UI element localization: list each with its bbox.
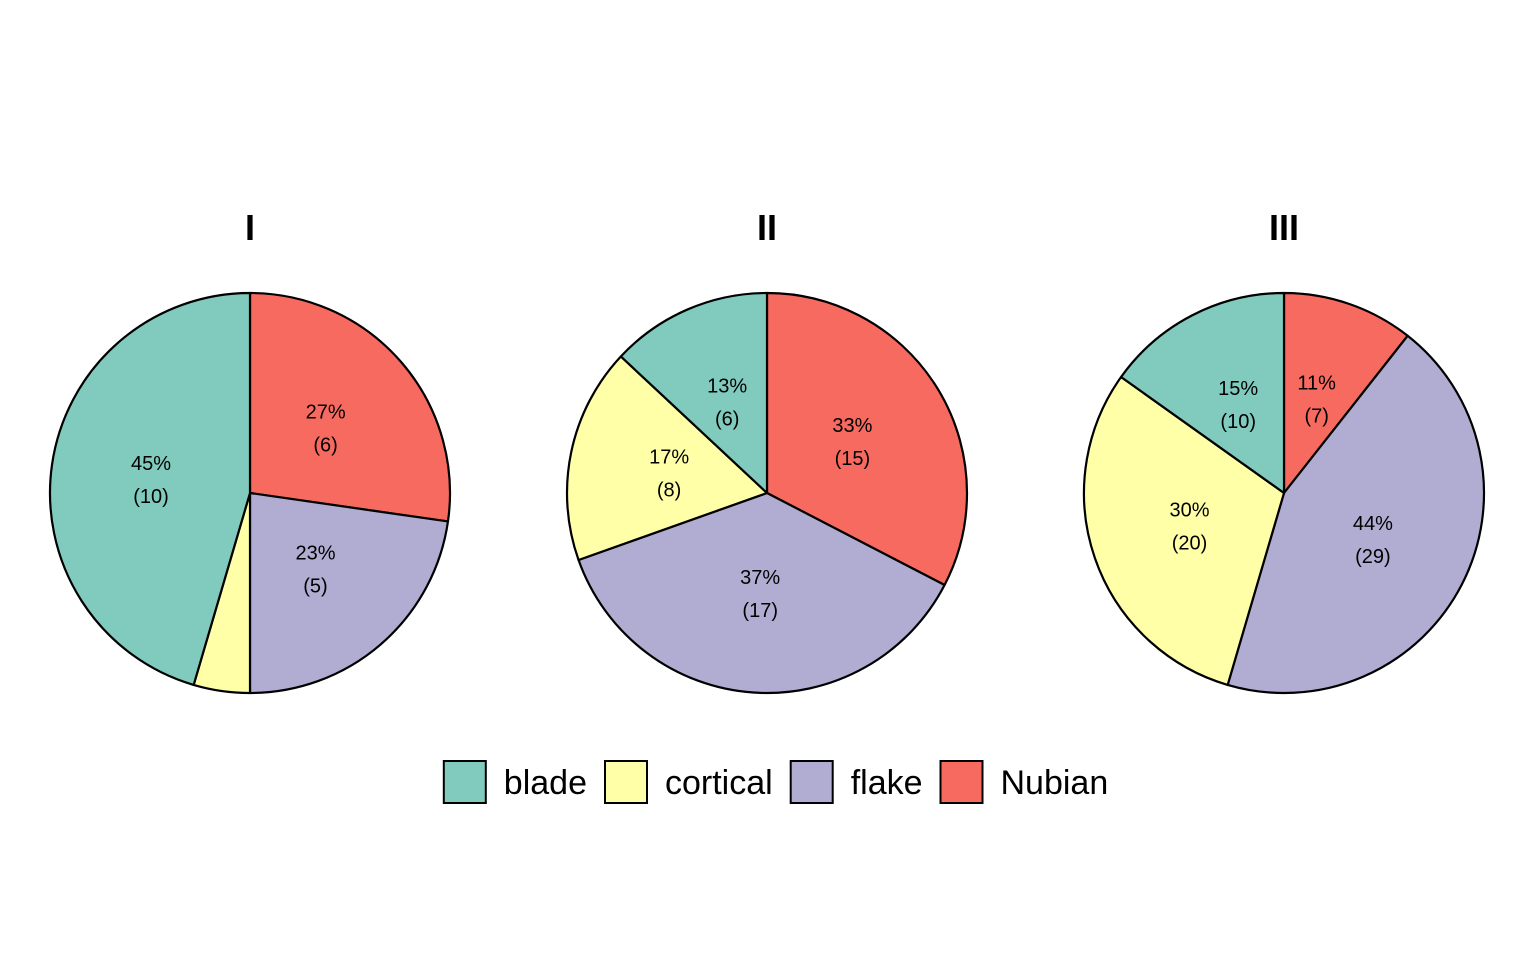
pie-slice-flake <box>1226 334 1486 695</box>
legend-key-nubian <box>939 760 984 804</box>
pie-slice-cortical <box>1082 375 1286 686</box>
slice-count-label: (15) <box>835 448 871 470</box>
slice-count-label: (10) <box>133 486 169 508</box>
slice-percent-label: 15% <box>1218 378 1258 400</box>
legend-item-blade: blade <box>442 760 587 804</box>
pie-panel-2: II 33% (15) 37% (17) 17% (8) 13% (6) <box>565 207 969 695</box>
pie-slice-nubian <box>248 291 452 523</box>
panel-title: I <box>245 207 255 248</box>
slice-count-label: (7) <box>1304 406 1328 428</box>
slice-percent-label: 23% <box>295 543 335 565</box>
pie-slice-blade <box>1119 291 1286 495</box>
pie-slice-nubian <box>1282 291 1409 495</box>
slice-percent-label: 37% <box>740 567 780 589</box>
pie-panels: I 27% (6) 23% (5) 45% (10) II 33% (15) 37% (17) 17% (… <box>48 207 1486 695</box>
slice-count-label: (8) <box>657 480 681 502</box>
pie-panel-3: III 11% (7) 44% (29) 30% (20) 15% (10) <box>1082 207 1486 695</box>
pie-slice-blade <box>619 291 769 495</box>
slice-count-label: (20) <box>1172 533 1208 555</box>
slice-count-label: (5) <box>303 576 327 598</box>
legend-label: cortical <box>665 764 773 802</box>
panel-title: II <box>757 207 777 248</box>
pie-slice-flake <box>577 491 946 695</box>
legend-key-blade <box>442 760 487 804</box>
slice-count-label: (17) <box>742 600 778 622</box>
slice-percent-label: 17% <box>649 447 689 469</box>
legend-item-nubian: Nubian <box>939 760 1109 804</box>
pie-slice-flake <box>248 491 450 695</box>
pie-slice-blade <box>48 291 252 686</box>
slice-count-label: (10) <box>1220 411 1256 433</box>
slice-percent-label: 11% <box>1297 373 1336 395</box>
legend-item-cortical: cortical <box>604 760 773 804</box>
legend-key-cortical <box>604 760 648 804</box>
legend-label: flake <box>851 764 923 802</box>
panel-title: III <box>1269 207 1299 248</box>
legend-item-flake: flake <box>789 760 923 804</box>
slice-percent-label: 45% <box>131 453 171 475</box>
slice-count-label: (6) <box>313 435 337 457</box>
legend-label: Nubian <box>1001 764 1109 802</box>
pie-slice-nubian <box>765 291 969 587</box>
pie-slice-cortical <box>565 355 769 562</box>
slice-count-label: (6) <box>715 408 739 430</box>
legend-key-flake <box>789 760 834 804</box>
slice-percent-label: 13% <box>707 375 747 397</box>
slice-percent-label: 27% <box>306 402 346 424</box>
slice-percent-label: 33% <box>832 415 872 437</box>
legend: blade cortical flake Nubian <box>442 760 1109 804</box>
legend-label: blade <box>504 764 587 802</box>
pie-panel-1: I 27% (6) 23% (5) 45% (10) <box>48 207 452 695</box>
slice-count-label: (29) <box>1355 546 1391 568</box>
slice-percent-label: 30% <box>1169 500 1209 522</box>
slice-percent-label: 44% <box>1353 513 1393 535</box>
